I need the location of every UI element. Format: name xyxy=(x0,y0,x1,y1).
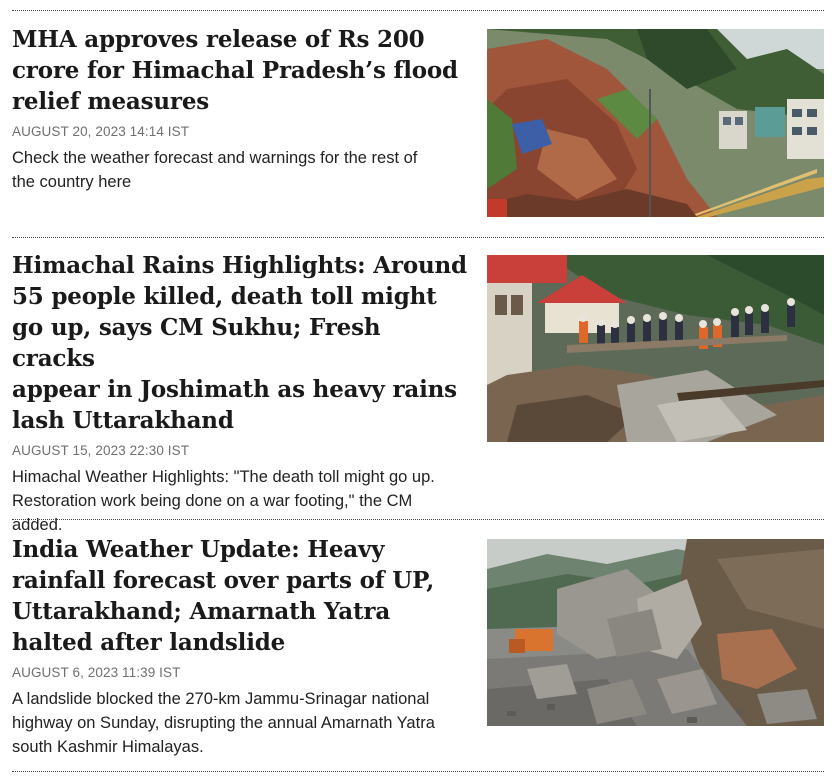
headline-line: Uttarakhand; Amarnath Yatra xyxy=(12,598,391,625)
hillside-landslide-buildings-photo[interactable] xyxy=(487,29,824,217)
divider xyxy=(12,771,824,772)
article-text: Himachal Rains Highlights: Around 55 peo… xyxy=(12,250,467,537)
article-summary: A landslide blocked the 270-km Jammu-Sri… xyxy=(12,687,467,759)
headline-line: 55 people killed, death toll might xyxy=(12,283,437,310)
article-summary: Himachal Weather Highlights: "The death … xyxy=(12,465,467,537)
article-summary: Check the weather forecast and warnings … xyxy=(12,146,467,194)
headline-line: go up, says CM Sukhu; Fresh cracks xyxy=(12,314,381,372)
article-text: India Weather Update: Heavy rainfall for… xyxy=(12,534,467,759)
summary-line: highway on Sunday, disrupting the annual… xyxy=(12,714,435,732)
article-headline[interactable]: Himachal Rains Highlights: Around 55 peo… xyxy=(12,250,467,436)
headline-line: crore for Himachal Pradesh’s flood xyxy=(12,57,458,84)
article-text: MHA approves release of Rs 200 crore for… xyxy=(12,24,467,194)
headline-line: Himachal Rains Highlights: Around xyxy=(12,252,467,279)
summary-line: Restoration work being done on a war foo… xyxy=(12,492,413,510)
boulders-on-highway-photo[interactable] xyxy=(487,539,824,726)
divider xyxy=(12,237,824,238)
divider xyxy=(12,10,824,11)
summary-line: the country here xyxy=(12,173,132,191)
headline-line: halted after landslide xyxy=(12,629,286,656)
summary-line: A landslide blocked the 270-km Jammu-Sri… xyxy=(12,690,430,708)
article-headline[interactable]: MHA approves release of Rs 200 crore for… xyxy=(12,24,467,117)
summary-line: added. xyxy=(12,516,63,534)
headline-line: appear in Joshimath as heavy rains xyxy=(12,376,457,403)
article-timestamp: AUGUST 6, 2023 11:39 IST xyxy=(12,665,181,680)
article-timestamp: AUGUST 15, 2023 22:30 IST xyxy=(12,443,190,458)
headline-line: India Weather Update: Heavy xyxy=(12,536,385,563)
summary-line: Himachal Weather Highlights: "The death … xyxy=(12,468,435,486)
article-timestamp: AUGUST 20, 2023 14:14 IST xyxy=(12,124,190,139)
headline-line: MHA approves release of Rs 200 xyxy=(12,26,425,53)
headline-line: relief measures xyxy=(12,88,210,115)
article-headline[interactable]: India Weather Update: Heavy rainfall for… xyxy=(12,534,467,658)
summary-line: Check the weather forecast and warnings … xyxy=(12,149,418,167)
headline-line: lash Uttarakhand xyxy=(12,407,234,434)
divider xyxy=(12,519,824,520)
summary-line: south Kashmir Himalayas. xyxy=(12,738,204,756)
rescue-workers-debris-photo[interactable] xyxy=(487,255,824,442)
headline-line: rainfall forecast over parts of UP, xyxy=(12,567,435,594)
